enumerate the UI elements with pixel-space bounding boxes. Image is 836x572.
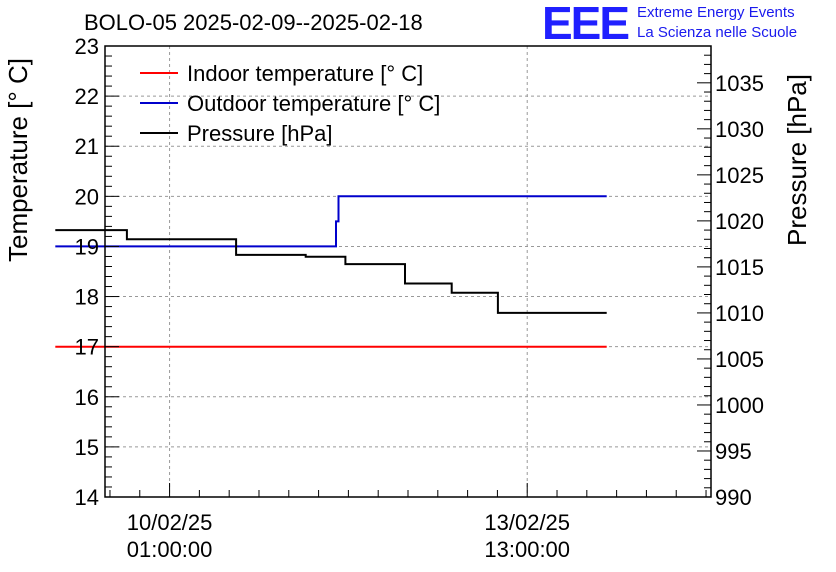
- right-tick-label: 1015: [715, 255, 764, 280]
- right-tick-label: 1005: [715, 347, 764, 372]
- left-tick-label: 23: [75, 34, 99, 59]
- y-axis-label-right: Pressure [hPa]: [782, 74, 812, 246]
- right-tick-label: 990: [715, 485, 752, 510]
- series-line-3: [55, 229, 607, 314]
- left-tick-label: 20: [75, 184, 99, 209]
- logo-subtitle-line2: La Scienza nelle Scuole: [637, 24, 798, 41]
- logo-subtitle-line1: Extreme Energy Events: [637, 4, 795, 21]
- legend: Indoor temperature [° C] Outdoor temperat…: [140, 61, 440, 146]
- legend-label-3: Pressure [hPa]: [187, 121, 333, 146]
- chart-title: BOLO-05 2025-02-09--2025-02-18: [84, 10, 423, 35]
- left-tick-label: 19: [75, 234, 99, 259]
- x-tick-label-time: 13:00:00: [484, 537, 570, 562]
- series-layer: [55, 195, 607, 348]
- left-tick-label: 14: [75, 485, 99, 510]
- x-tick-label-date: 13/02/25: [484, 510, 570, 535]
- grid: [105, 46, 711, 497]
- right-axis: 990 995 1000 1005 1010 1015 1020 1025 1030 1035: [697, 45, 764, 510]
- right-tick-label: 1025: [715, 163, 764, 188]
- left-tick-label: 18: [75, 285, 99, 310]
- left-tick-label: 16: [75, 385, 99, 410]
- left-tick-label: 17: [75, 335, 99, 360]
- x-tick-label-date: 10/02/25: [127, 510, 213, 535]
- left-axis: 14 15 16 17 18 19 20 21 22 23: [75, 34, 119, 510]
- right-tick-label: 1020: [715, 209, 764, 234]
- right-tick-label: 1030: [715, 117, 764, 142]
- right-tick-label: 995: [715, 439, 752, 464]
- y-axis-label-left: Temperature [° C]: [3, 58, 33, 262]
- eee-logo: EEE: [542, 0, 630, 49]
- left-tick-label: 21: [75, 134, 99, 159]
- x-tick-label-time: 01:00:00: [127, 537, 213, 562]
- left-tick-label: 15: [75, 435, 99, 460]
- legend-label-2: Outdoor temperature [° C]: [187, 91, 440, 116]
- left-tick-label: 22: [75, 84, 99, 109]
- legend-label-1: Indoor temperature [° C]: [187, 61, 423, 86]
- right-tick-label: 1000: [715, 393, 764, 418]
- right-tick-label: 1010: [715, 301, 764, 326]
- right-tick-label: 1035: [715, 71, 764, 96]
- series-line-2: [55, 195, 607, 248]
